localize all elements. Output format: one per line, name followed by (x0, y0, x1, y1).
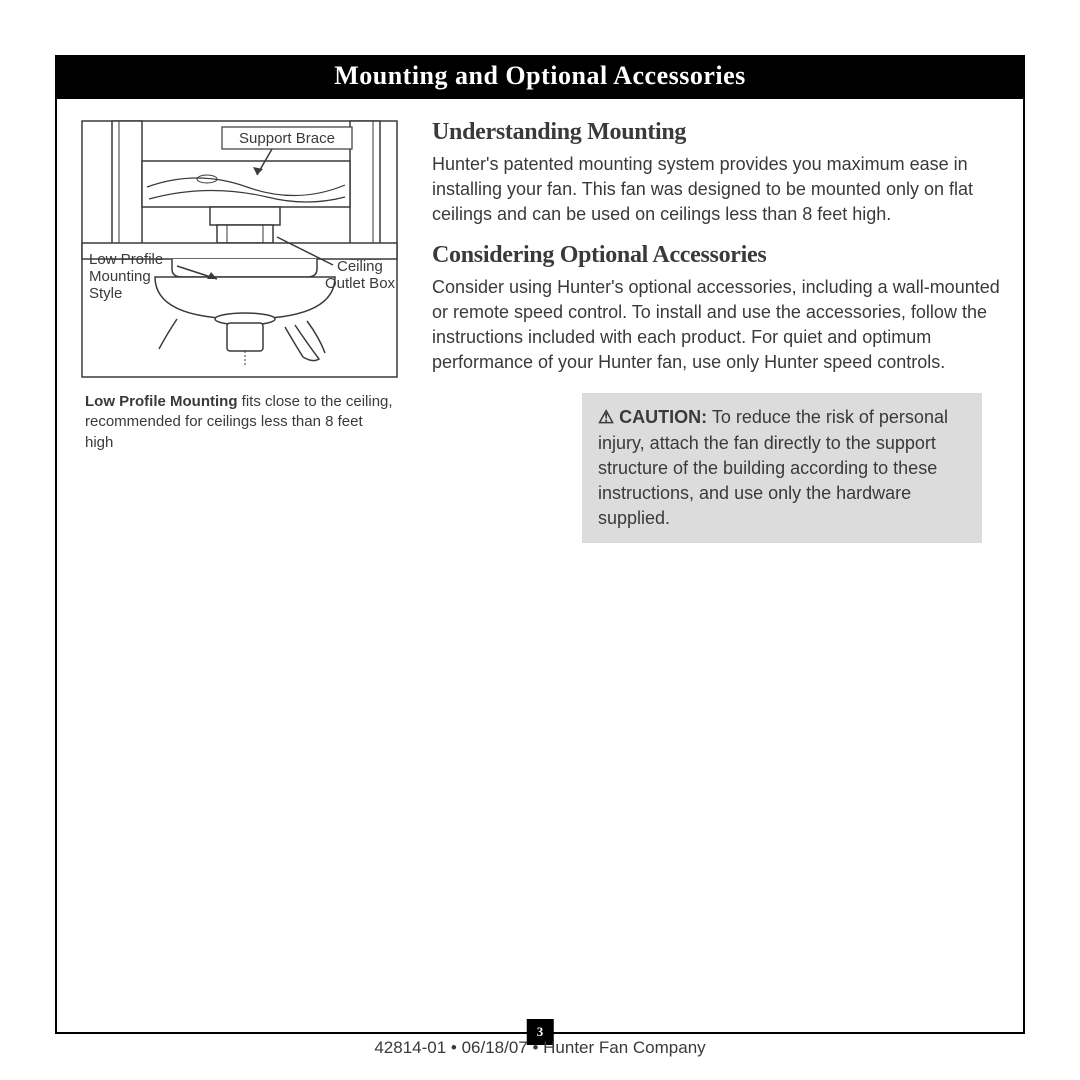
caution-box: ⚠ CAUTION: To reduce the risk of persona… (582, 393, 982, 543)
caution-label: CAUTION: (619, 407, 707, 427)
left-column: Support Brace (77, 119, 402, 543)
label-support-brace: Support Brace (239, 130, 335, 147)
label-lowprofile-3: Style (89, 285, 122, 302)
para-understanding: Hunter's patented mounting system provid… (432, 152, 1003, 228)
para-accessories: Consider using Hunter's optional accesso… (432, 275, 1003, 376)
label-lowprofile-1: Low Profile (89, 251, 163, 268)
label-lowprofile-2: Mounting (89, 268, 151, 285)
caution-icon: ⚠ (598, 407, 614, 427)
label-ceilingbox-1: Ceiling (337, 258, 383, 275)
mounting-diagram: Support Brace (77, 119, 402, 384)
heading-accessories: Considering Optional Accessories (432, 242, 1003, 269)
caption-bold: Low Profile Mounting (85, 393, 237, 410)
label-ceilingbox-2: Outlet Box (325, 275, 396, 292)
right-column: Understanding Mounting Hunter's patented… (432, 119, 1003, 543)
heading-understanding: Understanding Mounting (432, 119, 1003, 146)
diagram-caption: Low Profile Mounting fits close to the c… (77, 392, 402, 453)
content-frame: Support Brace (55, 99, 1025, 1034)
two-column-layout: Support Brace (77, 119, 1003, 543)
section-banner: Mounting and Optional Accessories (55, 55, 1025, 99)
footer-text: 42814-01 • 06/18/07 • Hunter Fan Company (0, 1038, 1080, 1058)
